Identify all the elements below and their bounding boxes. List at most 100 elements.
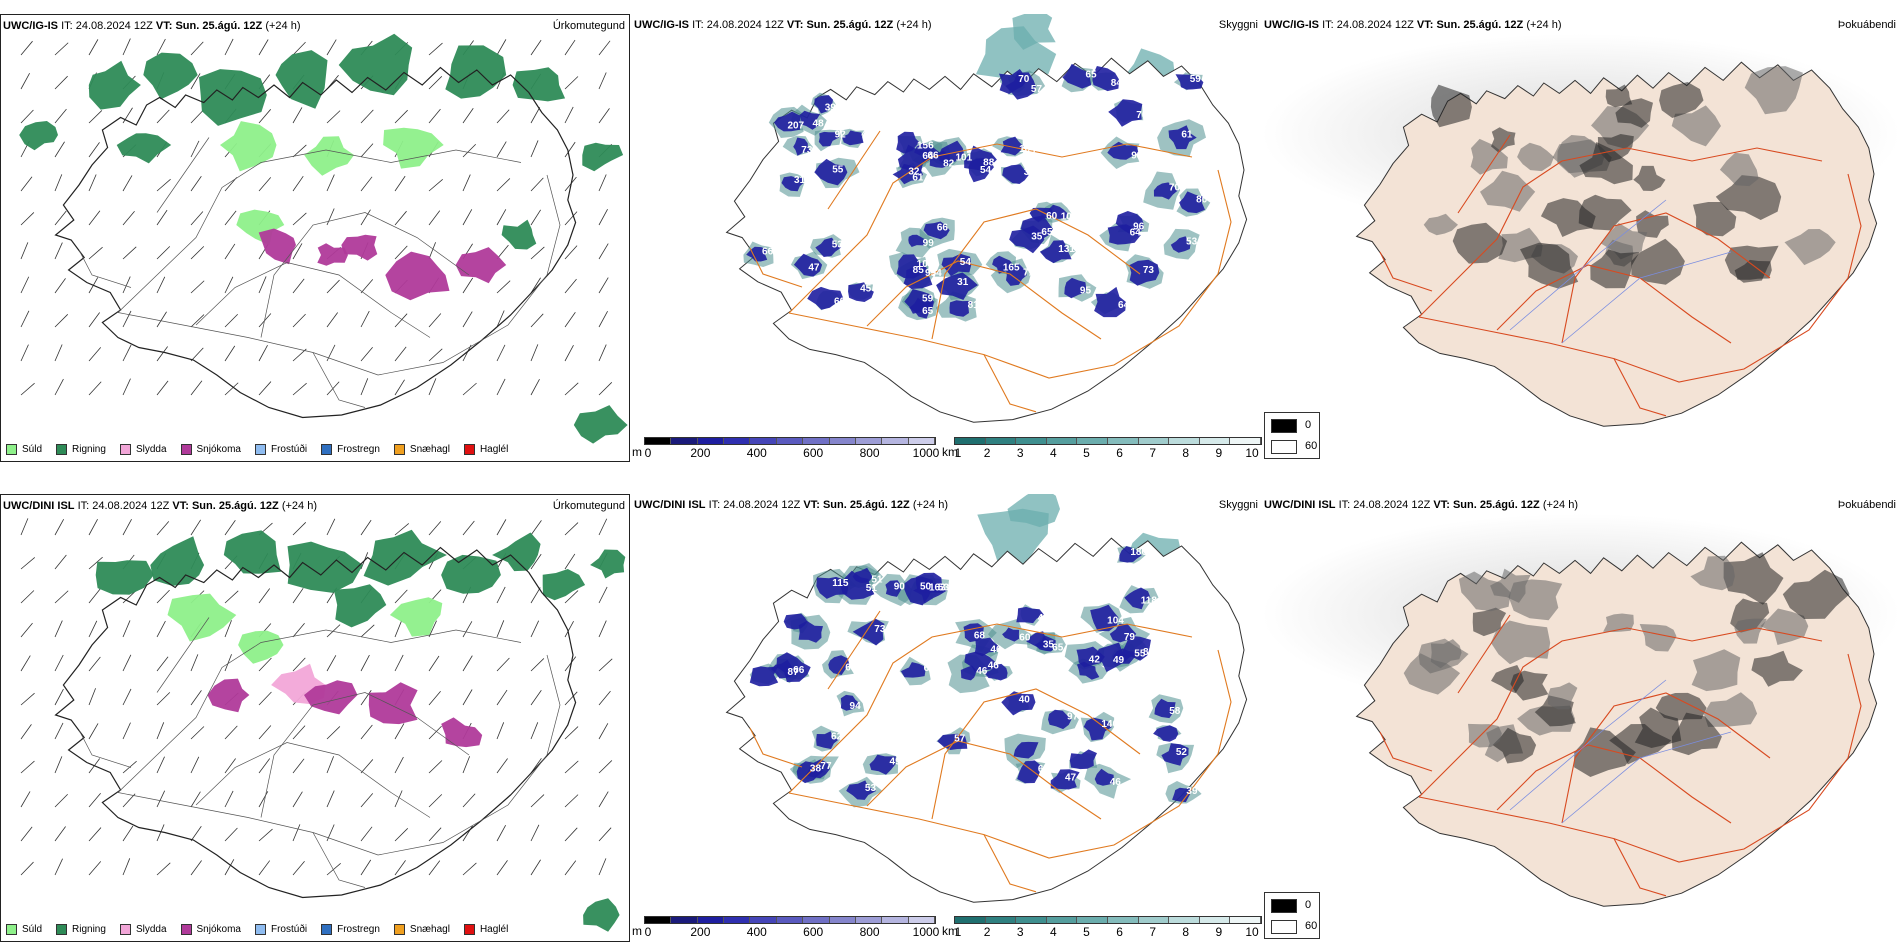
wind-barb bbox=[122, 590, 137, 604]
ceiling-value-label: 54 bbox=[980, 165, 992, 176]
wind-barb bbox=[360, 759, 374, 774]
ceiling-value-label: 81 bbox=[968, 300, 980, 311]
wind-barb bbox=[530, 520, 542, 536]
ceiling-value-label: 51 bbox=[866, 583, 878, 594]
wind-barb bbox=[462, 756, 471, 774]
cloud-ceiling-area bbox=[816, 731, 839, 749]
cloud-ceiling-area bbox=[783, 613, 808, 630]
wind-barb bbox=[496, 109, 510, 124]
wind-barb bbox=[190, 73, 201, 90]
wind-barb bbox=[496, 722, 505, 740]
cloud-ceiling-area bbox=[960, 665, 976, 681]
wind-barb bbox=[428, 210, 441, 226]
ceiling-value-label: 64 bbox=[1130, 227, 1142, 238]
legend-swatch bbox=[6, 444, 17, 455]
wind-barb bbox=[530, 553, 542, 570]
wind-barb bbox=[190, 791, 201, 808]
wind-barb bbox=[462, 107, 474, 124]
cloud-ceiling-area bbox=[807, 286, 844, 310]
wind-barb bbox=[462, 382, 477, 396]
wind-barb bbox=[326, 790, 335, 808]
fog-index-area bbox=[1615, 98, 1653, 128]
wind-barb bbox=[360, 519, 372, 536]
colorbar-segment bbox=[645, 438, 672, 444]
ceiling-value-label: 63 bbox=[845, 662, 857, 673]
ceiling-value-label: 35 bbox=[1031, 232, 1043, 243]
wind-barb bbox=[462, 277, 474, 294]
cloud-ceiling-area bbox=[1048, 709, 1072, 730]
colorbar-unit: m bbox=[632, 924, 642, 938]
wind-barb bbox=[428, 690, 441, 706]
legend-swatch bbox=[393, 924, 405, 935]
precip-area bbox=[317, 243, 348, 266]
wind-barb bbox=[156, 380, 169, 396]
fog-index-area bbox=[1734, 618, 1767, 644]
wind-barb bbox=[20, 826, 33, 842]
wind-barb bbox=[54, 344, 63, 362]
cloud-ceiling-area bbox=[1090, 604, 1119, 632]
fog-index-area bbox=[1655, 692, 1707, 721]
colorbar-segment bbox=[855, 438, 883, 444]
ceiling-value-label: 46 bbox=[1110, 777, 1122, 788]
wind-barb bbox=[292, 348, 307, 362]
cloud-ceiling-area bbox=[852, 567, 873, 583]
legend-label: Slydda bbox=[135, 444, 167, 455]
wind-barb bbox=[258, 657, 272, 672]
wind-barb bbox=[54, 554, 67, 570]
wind-barb bbox=[54, 519, 65, 536]
legend-label: Snæhagl bbox=[409, 924, 450, 935]
precip-type-map-dini: UWC/DINI ISL IT: 24.08.2024 12Z VT: Sun.… bbox=[0, 494, 630, 942]
wind-barb bbox=[88, 827, 102, 842]
colorbar-segment bbox=[1199, 438, 1231, 444]
field-name: Þokuábendi bbox=[1837, 499, 1896, 511]
cloud-ceiling-area bbox=[908, 234, 927, 247]
wind-barb bbox=[598, 760, 613, 774]
precip-area bbox=[236, 209, 285, 246]
ceiling-value-label: 60 bbox=[1046, 211, 1058, 222]
fog-index-area bbox=[1480, 170, 1536, 212]
legend-swatch bbox=[56, 444, 68, 455]
wind-barb bbox=[428, 827, 442, 842]
wind-barb bbox=[190, 826, 202, 842]
cloud-ceiling-area bbox=[992, 255, 1013, 274]
wind-barb bbox=[224, 790, 234, 808]
colorbar-tick: 1 bbox=[954, 925, 962, 939]
fog-index-map-dini: UWC/DINI ISL IT: 24.08.2024 12Z VT: Sun.… bbox=[1262, 494, 1900, 942]
wind-barb bbox=[190, 347, 204, 362]
cloud-ceiling-area bbox=[1039, 240, 1072, 264]
cloud-ceiling-area bbox=[1153, 182, 1179, 200]
fog-index-area bbox=[1491, 127, 1516, 153]
cloud-ceiling-colorbar: m 0 200 400 600 800 1000 bbox=[632, 437, 939, 461]
wind-barb bbox=[360, 378, 369, 396]
precip-area bbox=[19, 121, 58, 151]
wind-barb bbox=[598, 858, 607, 876]
wind-barb bbox=[496, 244, 509, 260]
colorbar-tick: 1 bbox=[954, 446, 962, 460]
wind-barb bbox=[496, 378, 506, 396]
precip-area bbox=[338, 33, 413, 96]
wind-barb bbox=[88, 174, 97, 192]
fog-index-area bbox=[1517, 142, 1554, 172]
wind-barb bbox=[54, 242, 63, 260]
ceiling-value-label: 58 bbox=[1169, 706, 1181, 717]
legend-swatch bbox=[321, 924, 333, 935]
ceiling-value-label: 88 bbox=[983, 158, 995, 169]
ceiling-value-label: 118 bbox=[1141, 596, 1158, 607]
iceland-map-fog-ig bbox=[1262, 34, 1900, 427]
precip-area bbox=[341, 234, 378, 261]
wind-barb bbox=[462, 655, 473, 672]
fog-index-area bbox=[1547, 682, 1578, 710]
wind-barb bbox=[598, 586, 608, 604]
legend-item: Súld bbox=[6, 924, 42, 935]
wind-barb bbox=[88, 793, 101, 808]
wind-barb bbox=[530, 277, 541, 294]
wind-barb bbox=[156, 656, 169, 672]
wind-barb bbox=[496, 689, 508, 706]
map-title: UWC/DINI ISL IT: 24.08.2024 12Z VT: Sun.… bbox=[1264, 499, 1578, 511]
ceiling-value-label: 49 bbox=[890, 756, 902, 767]
ceiling-labels: 3285643953647310437335606188994546670596… bbox=[762, 69, 1208, 317]
colorbar-segment bbox=[1046, 438, 1078, 444]
cloud-ceiling-area bbox=[896, 131, 920, 154]
ceiling-value-label: 207 bbox=[787, 121, 804, 132]
